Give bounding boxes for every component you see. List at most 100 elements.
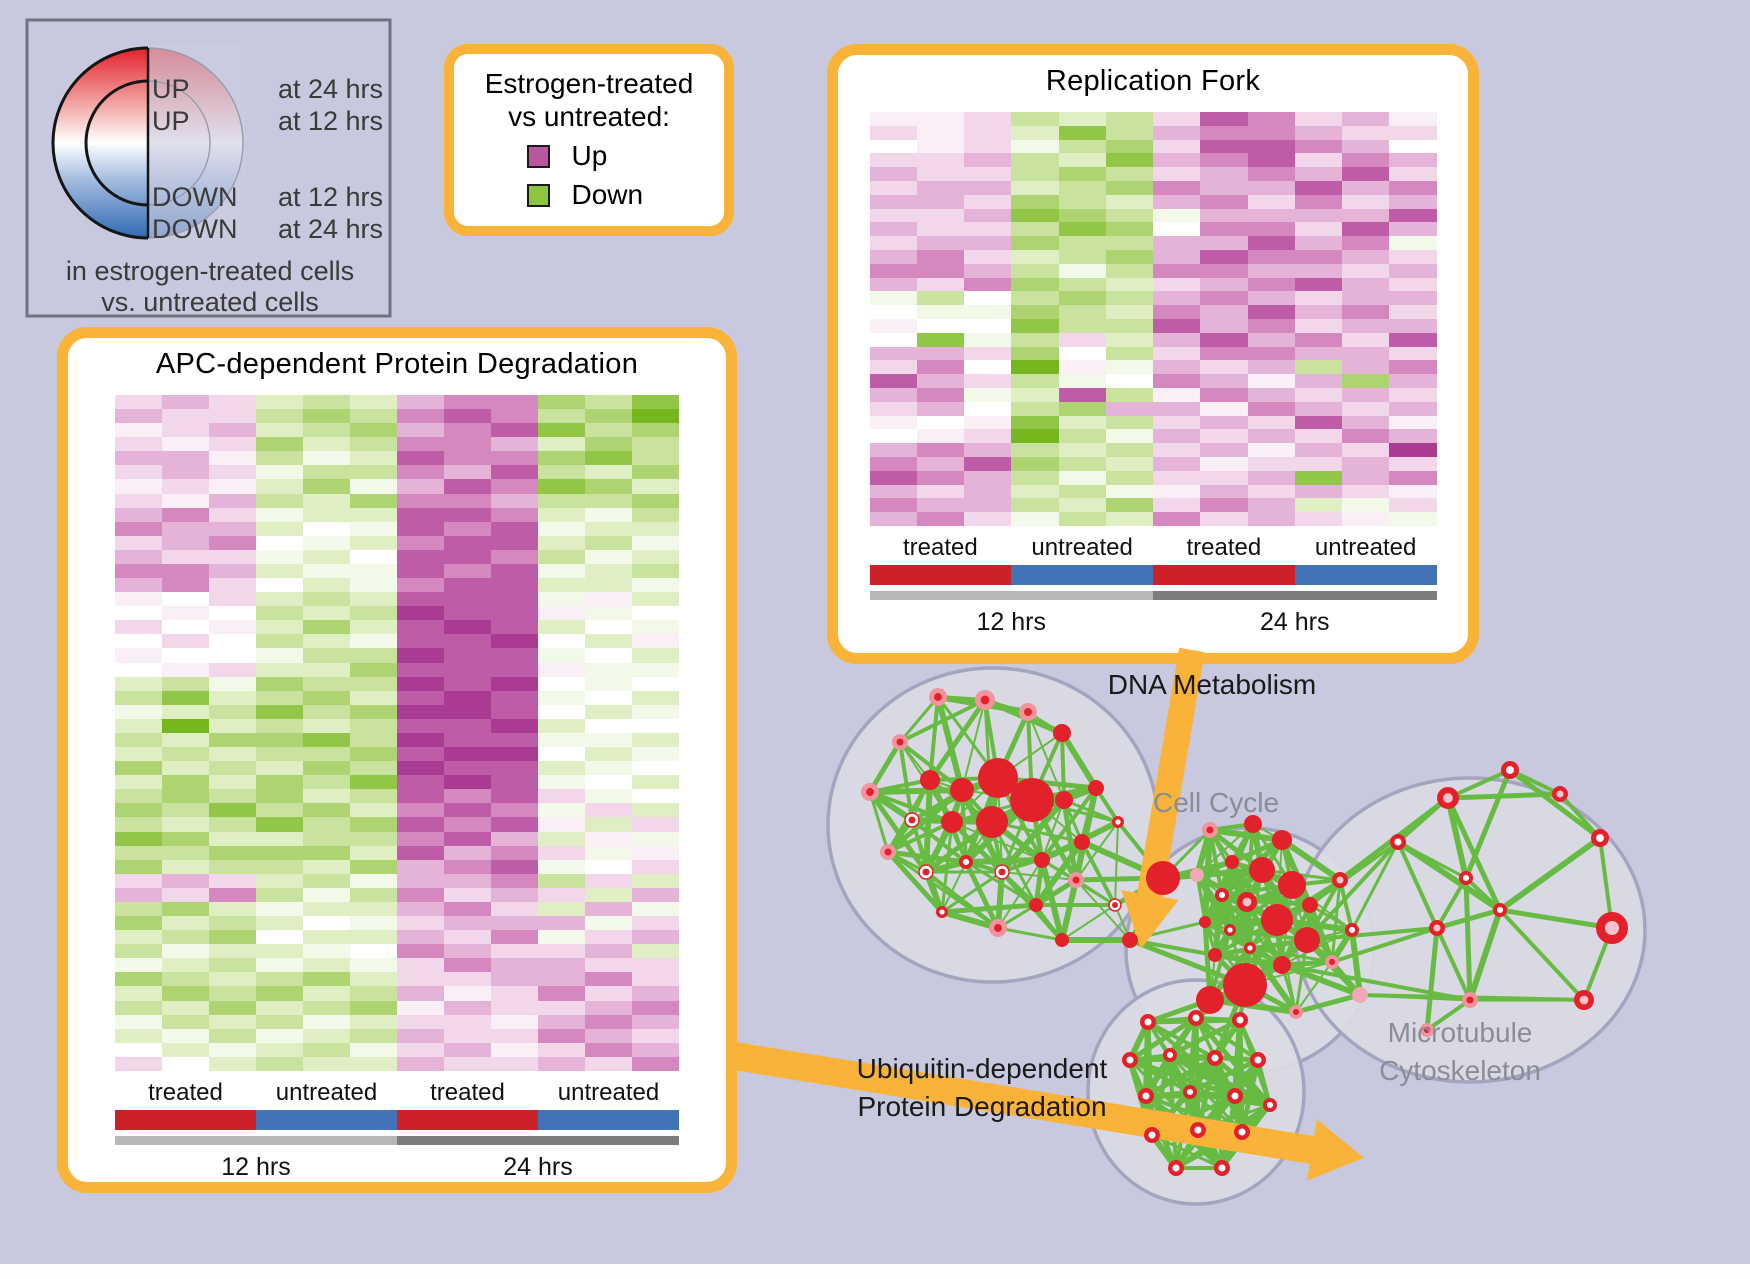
- heatmap-cell: [1105, 208, 1153, 223]
- heatmap-cell: [1389, 112, 1437, 126]
- network-edge: [1143, 1095, 1179, 1169]
- network-edge: [1196, 1094, 1237, 1132]
- network-edge: [990, 821, 1038, 906]
- heatmap-cell: [491, 507, 538, 522]
- heatmap-cell: [350, 789, 397, 804]
- network-edge: [1289, 883, 1335, 964]
- network-edge: [1195, 1128, 1225, 1170]
- network-node: [1461, 991, 1478, 1008]
- heatmap-cell: [209, 578, 256, 593]
- heatmap-cell: [1058, 374, 1106, 388]
- heatmap-cell: [350, 493, 397, 508]
- heatmap-cell: [1011, 512, 1059, 526]
- network-edge: [1243, 937, 1309, 988]
- heatmap-cell: [397, 465, 444, 480]
- heatmap-cell: [964, 457, 1012, 471]
- network-node: [1146, 861, 1180, 895]
- heatmap-cell: [1342, 263, 1390, 278]
- heatmap-cell: [869, 208, 917, 223]
- network-node: [1261, 904, 1293, 936]
- heatmap-cell: [538, 704, 585, 719]
- network-node: [1074, 834, 1090, 850]
- heatmap-cell: [444, 563, 491, 579]
- network-node: [1249, 1051, 1266, 1068]
- heatmap-cell: [209, 690, 256, 705]
- network-edge: [1202, 829, 1213, 923]
- heatmap-cell: [1011, 153, 1059, 168]
- heatmap-cell: [350, 479, 397, 494]
- heatmap-cell: [444, 803, 491, 818]
- network-edge: [1250, 823, 1265, 871]
- heatmap-cell: [350, 549, 397, 564]
- network-node: [1137, 1087, 1154, 1104]
- heatmap-cell: [869, 443, 917, 457]
- heatmap-cell: [115, 592, 162, 607]
- heatmap-cell: [115, 1000, 162, 1015]
- updown-title-line1: Estrogen-treated: [484, 68, 694, 99]
- heatmap-cell: [869, 305, 917, 319]
- heatmap-cell: [916, 194, 964, 209]
- cluster-microtubule-cytoskeleton: [1293, 776, 1647, 1084]
- heatmap-cell: [585, 1042, 632, 1057]
- heatmap-cell: [1247, 429, 1295, 444]
- heatmap-cell: [1153, 194, 1201, 209]
- network-edge: [1281, 959, 1333, 968]
- heatmap-cell: [538, 507, 585, 522]
- heatmap-cell: [256, 437, 303, 452]
- heatmap-cell: [397, 451, 444, 466]
- network-edge: [1001, 840, 1083, 874]
- heatmap-cell: [397, 718, 444, 733]
- network-edge: [990, 819, 1044, 863]
- treatment-color-bar: [115, 1110, 679, 1130]
- network-edge: [1291, 884, 1308, 941]
- heatmap-cell: [964, 415, 1012, 430]
- heatmap-cell: [538, 676, 585, 691]
- heatmap-cell: [538, 803, 585, 818]
- heatmap-cell: [1247, 236, 1295, 250]
- network-node: [1288, 1005, 1303, 1020]
- heatmap-cell: [1247, 125, 1295, 140]
- heatmap-cell: [444, 1014, 491, 1029]
- heatmap-cell: [162, 592, 209, 607]
- heatmap-cell: [115, 859, 162, 874]
- heatmap-cell: [1105, 139, 1153, 154]
- heatmap-cell: [303, 437, 350, 452]
- heatmap-cell: [350, 1014, 397, 1029]
- heatmap-cell: [256, 1014, 303, 1029]
- heatmap-cell: [350, 986, 397, 1001]
- heatmap-cell: [964, 194, 1012, 209]
- network-edge: [1168, 1017, 1242, 1058]
- network-edge: [1001, 871, 1077, 881]
- heatmap-cell: [1153, 208, 1201, 223]
- network-edge: [869, 787, 963, 795]
- network-edge: [1308, 878, 1342, 907]
- heatmap-cell: [444, 859, 491, 874]
- heatmap-cell: [585, 592, 632, 607]
- heatmap-cell: [444, 775, 491, 790]
- network-edge: [1149, 1054, 1173, 1136]
- heatmap-cell: [303, 1028, 350, 1043]
- network-edge: [868, 789, 914, 823]
- heatmap-cell: [869, 401, 917, 416]
- network-edge: [937, 694, 1029, 715]
- heatmap-cell: [350, 578, 397, 593]
- heatmap-cell: [1342, 305, 1390, 319]
- heatmap-cell: [869, 498, 917, 513]
- network-edge: [1214, 952, 1283, 968]
- heatmap-cell: [964, 470, 1012, 485]
- heatmap-cell: [1105, 263, 1153, 278]
- heatmap-cell: [538, 648, 585, 663]
- heatmap-cell: [491, 930, 538, 945]
- heatmap-cell: [115, 972, 162, 987]
- heatmap-cell: [585, 521, 632, 536]
- heatmap-cell: [209, 718, 256, 733]
- heatmap-cell: [1389, 125, 1437, 140]
- heatmap-cell: [1342, 125, 1390, 140]
- network-edge: [1207, 946, 1253, 1002]
- treatment-group-labels: treated untreated treated untreated: [115, 1079, 679, 1107]
- heatmap-cell: [1153, 167, 1201, 181]
- heatmap-cell: [115, 958, 162, 973]
- heatmap-cell: [1200, 443, 1248, 457]
- heatmap-cell: [444, 409, 491, 424]
